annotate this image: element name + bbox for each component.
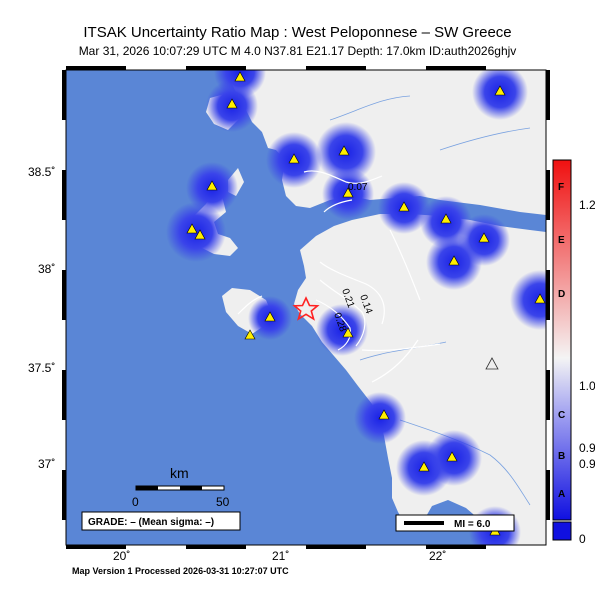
grade-box: GRADE: – (Mean sigma: –) — [81, 511, 241, 531]
lat-label: 38.5˚ — [28, 165, 55, 179]
lat-label: 37.5˚ — [28, 361, 55, 375]
station-marker — [264, 311, 276, 322]
lat-label: 37˚ — [38, 457, 55, 471]
station-marker — [234, 71, 246, 82]
station-marker — [446, 451, 458, 462]
colorbar-value: 1.0 — [579, 379, 595, 393]
colorbar-value: 0 — [579, 532, 586, 546]
lat-label: 38˚ — [38, 262, 55, 276]
colorbar-letter: E — [558, 235, 565, 246]
colorbar-letter: D — [558, 289, 565, 300]
colorbar-letter: C — [558, 410, 565, 421]
lon-label: 20˚ — [113, 549, 130, 563]
colorbar-letter: B — [558, 451, 565, 462]
colorbar-value: 1.2 — [579, 198, 595, 212]
map-subtitle: Mar 31, 2026 10:07:29 UTC M 4.0 N37.81 E… — [78, 44, 517, 58]
epicenter-star — [292, 296, 320, 321]
lon-label: 21˚ — [272, 549, 289, 563]
station-marker — [338, 145, 350, 156]
station-marker — [226, 98, 238, 109]
lon-label: 22˚ — [429, 549, 446, 563]
colorbar-value: 0.9 — [579, 457, 595, 471]
station-marker — [186, 223, 198, 234]
peloponnese-land — [294, 214, 546, 545]
contour-label: 0.07 — [348, 182, 368, 193]
station-marker — [194, 229, 206, 240]
contour-lines — [237, 170, 441, 383]
colorbar: F E D C B A 1.2 1.0 0.9 0.9 0 — [552, 159, 595, 546]
colorbar-letter: A — [558, 489, 565, 500]
axis-labels: 38.5˚ 38˚ 37.5˚ 37˚ 20˚ 21˚ 22˚ — [28, 165, 446, 563]
mi-legend-text: MI = 6.0 — [454, 519, 491, 530]
map-title: ITSAK Uncertainty Ratio Map : West Pelop… — [83, 24, 512, 41]
station-marker — [494, 85, 506, 96]
station-marker-empty — [485, 357, 499, 370]
station-marker — [448, 255, 460, 266]
scale-min: 0 — [132, 495, 139, 509]
colorbar-value: 0.9 — [579, 441, 595, 455]
station-marker — [342, 187, 354, 198]
station-marker — [244, 329, 256, 340]
frame-ticks — [62, 66, 550, 549]
mi-legend: MI = 6.0 — [395, 514, 515, 532]
map-canvas: 0.07 0.14 0.21 0.28 — [66, 70, 546, 545]
station-marker — [418, 461, 430, 472]
scale-unit: km — [170, 465, 189, 481]
station-marker — [342, 327, 354, 338]
station-marker — [288, 153, 300, 164]
station-marker — [398, 201, 410, 212]
stations — [186, 71, 546, 536]
scale-bar: km 0 50 — [132, 465, 230, 509]
station-marker — [206, 180, 218, 191]
station-marker — [534, 293, 546, 304]
grade-text: GRADE: – (Mean sigma: –) — [88, 517, 214, 528]
station-marker — [478, 232, 490, 243]
processing-footer: Map Version 1 Processed 2026-03-31 10:27… — [72, 566, 289, 576]
station-marker — [440, 213, 452, 224]
colorbar-letter: F — [558, 182, 564, 193]
station-marker — [378, 409, 390, 420]
scale-max: 50 — [216, 495, 230, 509]
uncertainty-halos — [166, 70, 546, 545]
